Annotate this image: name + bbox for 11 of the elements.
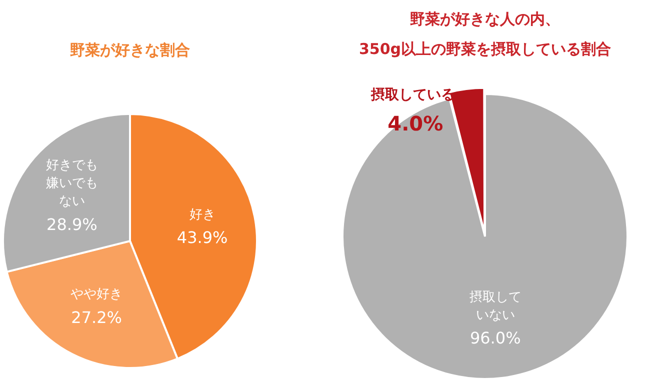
data-label: 4.0% xyxy=(388,111,444,136)
chart-title: 野菜が好きな割合 xyxy=(69,40,191,61)
data-label: 27.2% xyxy=(71,308,122,327)
chart-title: 野菜が好きな人の内、 350g以上の野菜を摂取している割合 xyxy=(358,9,612,60)
data-label: 96.0% xyxy=(470,328,521,348)
data-label: 28.9% xyxy=(46,214,98,234)
slice-label: 摂取していない xyxy=(469,290,522,323)
slice-label: 好き xyxy=(189,207,216,222)
slice-label: やや好き xyxy=(70,287,123,302)
data-label: 43.9% xyxy=(176,228,228,248)
slice-label: 好きでも嫌いでもない xyxy=(46,158,98,210)
